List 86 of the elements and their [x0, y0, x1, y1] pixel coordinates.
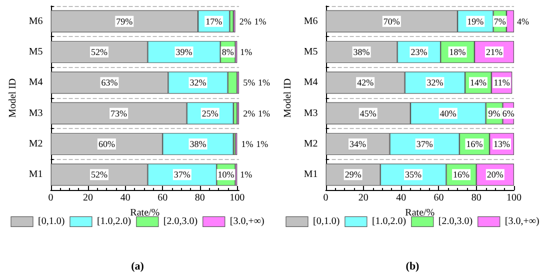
- x-tick-label: 60: [434, 192, 444, 204]
- data-label: 18%: [449, 47, 466, 57]
- legend-label: [2.0,3.0): [438, 216, 473, 228]
- data-label: 9%: [488, 108, 501, 118]
- x-tick-label: 60: [158, 192, 168, 204]
- data-label: 13%: [494, 139, 511, 149]
- data-label: 25%: [202, 108, 219, 118]
- data-label: 7%: [494, 16, 506, 26]
- y-tick-label: M6: [304, 16, 318, 27]
- data-label: 45%: [360, 108, 377, 118]
- data-label: 32%: [426, 78, 444, 88]
- data-label: 8%: [222, 47, 234, 57]
- data-label: 16%: [453, 170, 470, 180]
- x-axis-title: Rate/%: [130, 207, 160, 218]
- y-tick-label: M5: [304, 46, 318, 58]
- legend-label: [3.0,+∞): [504, 216, 540, 228]
- data-label: 52%: [90, 47, 108, 57]
- y-tick-label: M4: [304, 77, 318, 88]
- data-label: 1%: [254, 16, 267, 26]
- data-label: 79%: [116, 16, 134, 26]
- data-label: 19%: [467, 16, 484, 26]
- x-tick-label: 20: [358, 192, 368, 204]
- data-label: 2%: [239, 16, 252, 26]
- data-label: 1%: [258, 78, 270, 88]
- x-tick-label: 40: [396, 192, 406, 204]
- text: (a): [131, 260, 144, 272]
- data-label: 16%: [466, 139, 484, 149]
- legend-label: [0,1.0): [38, 216, 65, 228]
- legend-label: [0,1.0): [312, 216, 340, 228]
- data-label: 21%: [486, 47, 503, 57]
- x-axis-title: Rate/%: [405, 207, 435, 218]
- data-label: 1%: [240, 47, 253, 57]
- data-label: 52%: [90, 170, 108, 180]
- x-tick-label: 20: [83, 192, 94, 204]
- data-label: 6%: [502, 108, 515, 118]
- x-tick-label: 80: [194, 192, 205, 204]
- y-axis-title: Model ID: [8, 78, 18, 118]
- x-tick-label: 0: [323, 192, 328, 204]
- data-label: 1%: [241, 139, 254, 149]
- text: (b): [406, 260, 420, 272]
- x-tick-label: 40: [120, 192, 130, 204]
- data-label: 63%: [101, 78, 118, 88]
- legend-label: [3.0,+∞): [230, 216, 264, 228]
- legend-label: [2.0,3.0): [163, 216, 198, 228]
- data-label: 40%: [440, 108, 457, 118]
- legend-label: [1.0,2.0): [96, 216, 132, 228]
- x-tick-label: 0: [48, 192, 54, 204]
- data-label: 37%: [416, 139, 434, 149]
- data-label: 2%: [243, 108, 256, 118]
- data-label: 35%: [405, 170, 422, 180]
- y-tick-label: M1: [304, 169, 318, 180]
- data-label: 73%: [110, 108, 128, 118]
- data-label: 42%: [357, 78, 374, 88]
- data-label: 11%: [494, 78, 510, 88]
- y-axis-title: Model ID: [282, 78, 294, 118]
- data-label: 10%: [218, 170, 235, 180]
- data-label: 39%: [176, 47, 193, 57]
- y-tick-label: M2: [28, 138, 43, 150]
- data-label: 23%: [410, 47, 428, 57]
- data-label: 37%: [174, 170, 191, 180]
- data-label: 60%: [98, 139, 116, 149]
- y-tick-label: M2: [304, 138, 318, 150]
- x-tick-label: 100: [506, 192, 522, 204]
- y-tick-label: M1: [28, 169, 43, 180]
- x-tick-label: 80: [471, 192, 482, 204]
- x-tick-label: 100: [230, 192, 245, 204]
- data-label: 1%: [240, 170, 253, 180]
- data-label: 17%: [206, 16, 223, 26]
- y-tick-label: M4: [28, 77, 43, 88]
- data-label: 14%: [470, 78, 487, 88]
- data-label: 38%: [353, 47, 370, 57]
- data-label: 34%: [350, 139, 367, 149]
- y-tick-label: M5: [28, 46, 43, 58]
- data-label: 38%: [190, 139, 207, 149]
- data-label: 32%: [190, 78, 207, 88]
- data-label: 4%: [517, 16, 530, 26]
- data-label: 1%: [258, 108, 270, 118]
- legend-label: [1.0,2.0): [372, 216, 406, 228]
- data-label: 70%: [383, 16, 400, 26]
- data-label: 29%: [344, 170, 362, 180]
- data-label: 20%: [486, 170, 504, 180]
- data-label: 5%: [243, 78, 256, 88]
- y-tick-label: M6: [28, 16, 43, 27]
- data-label: 1%: [256, 139, 269, 149]
- y-tick-label: M3: [304, 108, 318, 119]
- y-tick-label: M3: [28, 108, 43, 119]
